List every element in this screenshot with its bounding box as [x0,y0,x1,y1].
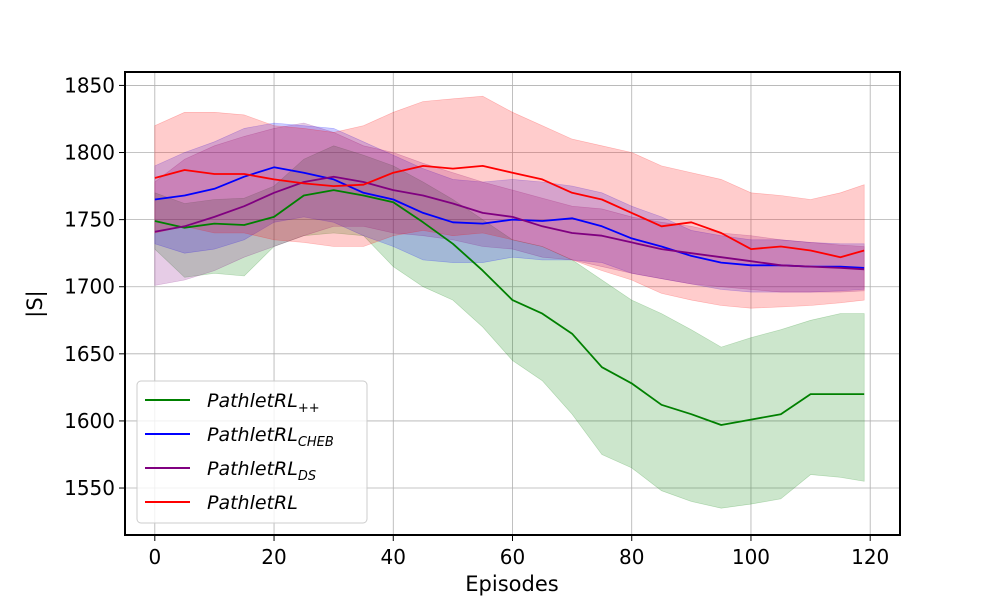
tick-layer: 0 20 40 60 80 100 120 1550 1600 1650 1700 1750 1800 1… [64,73,889,569]
y-tick-label: 1650 [64,342,115,366]
legend-label: PathletRLDS [207,458,316,484]
pathletrl-ds-line [154,175,865,271]
legend-label: PathletRL [207,492,298,514]
y-axis-label: |S| [23,290,48,317]
pathletrl-cheb-band [154,122,865,293]
y-tick-label: 1850 [64,73,115,97]
x-axis-label: Episodes [465,572,558,596]
legend-box [136,380,368,524]
pathletrl-ds-band [154,122,865,293]
legend-label-subscript: ++ [298,401,320,416]
legend-label-subscript: CHEB [298,435,334,450]
x-tick-label: 40 [381,545,406,569]
legend-label: PathletRLCHEB [207,424,334,450]
x-tick-label: 0 [148,545,161,569]
y-tick-label: 1600 [64,409,115,433]
x-tick-label: 80 [619,545,644,569]
legend-label-base: PathletRL [207,424,298,446]
x-tick-label: 20 [261,545,286,569]
legend-label-base: PathletRL [207,390,298,412]
y-tick-label: 1750 [64,208,115,232]
line-layer [154,164,865,426]
y-tick-label: 1700 [64,275,115,299]
x-tick-label: 60 [500,545,525,569]
pathletrl-line [154,164,865,259]
pathletrl--line [154,189,865,426]
y-tick-label: 1800 [64,141,115,165]
x-tick-label: 100 [732,545,770,569]
legend-label: PathletRL++ [207,390,320,416]
pathletrl-cheb-line [154,166,865,269]
y-tick-label: 1550 [64,476,115,500]
legend: PathletRL++PathletRLCHEBPathletRLDSPathl… [136,380,368,524]
legend-label-base: PathletRL [207,492,298,514]
x-tick-label: 120 [851,545,889,569]
legend-label-subscript: DS [298,469,316,484]
legend-label-base: PathletRL [207,458,298,480]
